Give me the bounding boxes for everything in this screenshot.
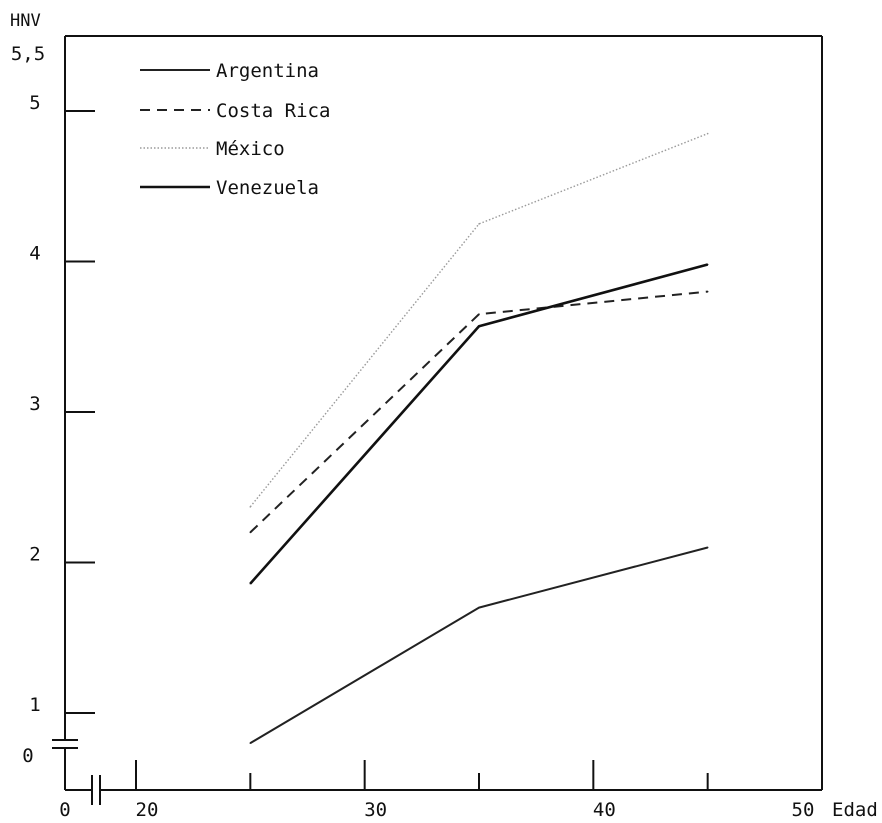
legend-label: México bbox=[216, 138, 285, 160]
data-point bbox=[706, 290, 709, 293]
legend-label: Costa Rica bbox=[216, 100, 330, 122]
data-point bbox=[478, 223, 480, 225]
data-point bbox=[249, 506, 252, 508]
data-point bbox=[249, 742, 252, 744]
data-point bbox=[478, 313, 480, 315]
y-tick-label: 4 bbox=[29, 243, 40, 265]
series-line-argentina bbox=[249, 546, 708, 744]
x-tick-label: 20 bbox=[136, 799, 159, 821]
series-line-costa-rica bbox=[249, 290, 708, 534]
y-tick-label: 1 bbox=[29, 694, 40, 716]
y-tick-label: 5,5 bbox=[11, 43, 45, 65]
y-axis-ticks: 1 2 3 4 5 5,5 bbox=[11, 43, 95, 716]
data-point bbox=[478, 606, 480, 609]
data-point bbox=[478, 325, 480, 328]
data-point bbox=[706, 132, 709, 135]
data-point bbox=[706, 263, 709, 266]
y-tick-label: 2 bbox=[29, 544, 40, 566]
x-tick-label: 50 bbox=[792, 799, 815, 821]
legend-label: Argentina bbox=[216, 60, 319, 82]
data-point bbox=[706, 546, 709, 549]
x-axis-title: Edad bbox=[832, 799, 878, 821]
x-tick-label: 40 bbox=[593, 799, 616, 821]
y-tick-label: 5 bbox=[29, 92, 40, 114]
x-origin-label: 0 bbox=[59, 799, 70, 821]
y-axis-title: HNV bbox=[10, 11, 41, 31]
legend-label: Venezuela bbox=[216, 177, 319, 199]
data-point bbox=[249, 582, 252, 585]
series-line-venezuela bbox=[249, 263, 709, 585]
plot-frame bbox=[52, 35, 823, 805]
x-tick-label: 30 bbox=[364, 799, 387, 821]
x-axis-ticks: 20 30 40 50 bbox=[135, 760, 815, 821]
y-tick-label: 3 bbox=[29, 393, 40, 415]
y-origin-label: 0 bbox=[22, 745, 33, 767]
series-lines bbox=[249, 132, 709, 744]
legend: Argentina Costa Rica México Venezuela bbox=[140, 60, 330, 199]
data-point bbox=[249, 531, 252, 534]
